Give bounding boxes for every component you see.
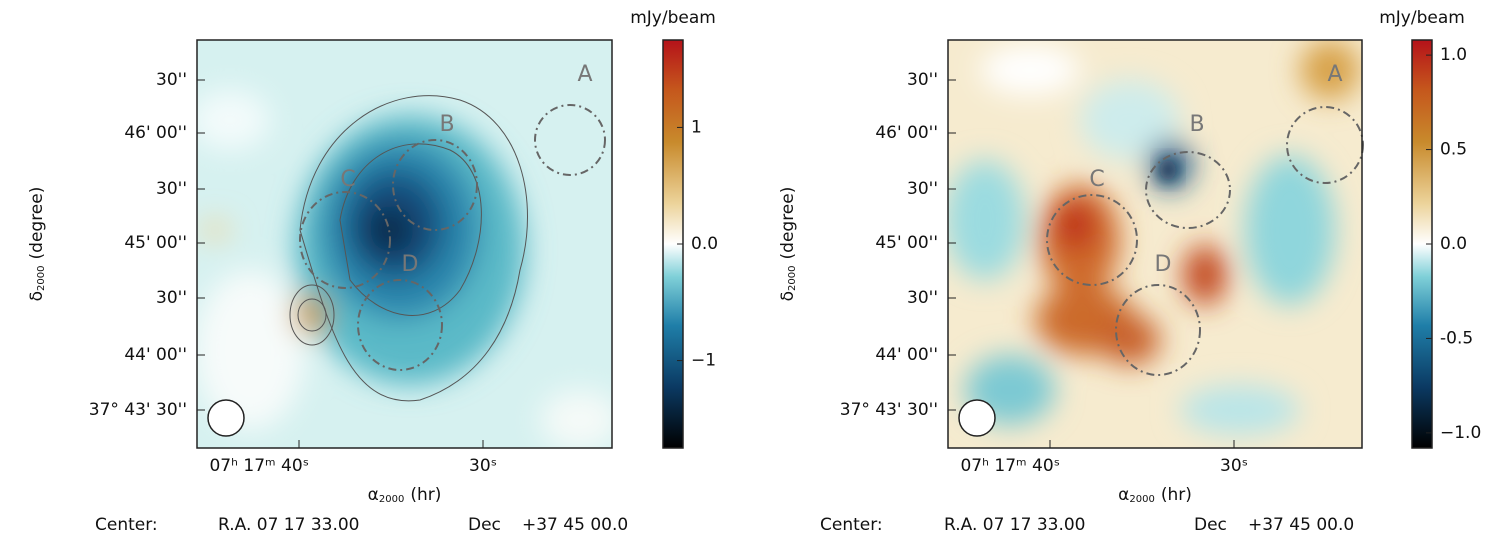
axis-label-part: (hr) bbox=[1161, 485, 1192, 505]
y-tick-label: 30'' bbox=[907, 70, 938, 90]
beam bbox=[958, 399, 996, 437]
region-circle bbox=[392, 139, 478, 231]
colorbar-label: mJy/beam bbox=[1379, 8, 1465, 28]
colorbar-tick-label: −1.0 bbox=[1440, 423, 1481, 443]
axis-label-part: α bbox=[368, 485, 379, 505]
region-circle bbox=[534, 104, 606, 176]
region-circle bbox=[1145, 151, 1231, 229]
y-tick-label: 30'' bbox=[907, 179, 938, 199]
region-label: C bbox=[1089, 167, 1104, 192]
footer-text: Center: bbox=[820, 515, 883, 535]
map-frame bbox=[947, 39, 1363, 449]
beam bbox=[207, 399, 245, 437]
axis-label-part: α bbox=[1118, 485, 1129, 505]
colorbar-tick-label: 0.5 bbox=[1440, 140, 1467, 160]
axis-label-part: 2000 bbox=[1129, 494, 1154, 505]
map-frame bbox=[196, 39, 613, 449]
region-circle bbox=[299, 191, 391, 289]
x-tick-label: 07ʰ 17ᵐ 40ˢ bbox=[960, 456, 1060, 476]
y-tick-label: 45' 00'' bbox=[124, 233, 187, 253]
x-axis-label: α2000 (hr) bbox=[1118, 485, 1192, 505]
axis-label-part: (hr) bbox=[410, 485, 441, 505]
y-tick-label: 46' 00'' bbox=[124, 123, 187, 143]
region-label: B bbox=[439, 112, 454, 137]
region-label: D bbox=[402, 252, 419, 277]
x-axis-label: α2000 (hr) bbox=[368, 485, 442, 505]
y-tick-label: 44' 00'' bbox=[124, 345, 187, 365]
footer-text: Dec bbox=[1194, 515, 1227, 535]
map-image bbox=[197, 40, 612, 448]
y-tick-label: 30'' bbox=[156, 70, 187, 90]
x-tick-label: 30ˢ bbox=[1220, 456, 1248, 476]
footer-text: Center: bbox=[95, 515, 158, 535]
colorbar-tick-label: 0.0 bbox=[691, 234, 718, 254]
y-tick-label: 46' 00'' bbox=[875, 123, 938, 143]
region-label: A bbox=[1327, 62, 1342, 87]
colorbar-tick-label: 1.0 bbox=[1440, 45, 1467, 65]
colorbar-label: mJy/beam bbox=[630, 8, 716, 28]
axis-label-part: δ bbox=[27, 291, 47, 301]
region-circle bbox=[1115, 284, 1201, 376]
footer-text: R.A. 07 17 33.00 bbox=[218, 515, 360, 535]
region-circle bbox=[1286, 106, 1364, 184]
x-tick-label: 07ʰ 17ᵐ 40ˢ bbox=[209, 456, 309, 476]
footer-text: +37 45 00.0 bbox=[1248, 515, 1354, 535]
y-tick-label: 45' 00'' bbox=[875, 233, 938, 253]
colorbar-tick-label: −1 bbox=[691, 351, 716, 371]
y-tick-label: 30'' bbox=[156, 288, 187, 308]
axis-label-part: (degree) bbox=[27, 187, 47, 260]
colorbar-tick-label: 1 bbox=[691, 117, 702, 137]
axis-label-part: 2000 bbox=[379, 494, 404, 505]
y-tick-label: 37° 43' 30'' bbox=[89, 400, 187, 420]
region-label: A bbox=[577, 62, 592, 87]
region-label: B bbox=[1189, 112, 1204, 137]
axis-label-part: δ bbox=[778, 291, 798, 301]
footer-text: Dec bbox=[468, 515, 501, 535]
footer-text: +37 45 00.0 bbox=[522, 515, 628, 535]
axis-label-part: (degree) bbox=[778, 187, 798, 260]
y-tick-label: 30'' bbox=[907, 288, 938, 308]
colorbar-tick-label: 0.0 bbox=[1440, 234, 1467, 254]
colorbar-tick-label: -0.5 bbox=[1440, 328, 1473, 348]
region-label: D bbox=[1155, 252, 1172, 277]
axis-label-part: 2000 bbox=[787, 265, 798, 290]
x-tick-label: 30ˢ bbox=[469, 456, 497, 476]
y-axis-label: δ2000 (degree) bbox=[778, 187, 798, 302]
region-label: C bbox=[340, 167, 355, 192]
region-circle bbox=[1046, 194, 1138, 286]
footer-text: R.A. 07 17 33.00 bbox=[944, 515, 1086, 535]
axis-label-part: 2000 bbox=[36, 265, 47, 290]
y-tick-label: 30'' bbox=[156, 179, 187, 199]
region-circle bbox=[357, 279, 443, 371]
y-tick-label: 37° 43' 30'' bbox=[840, 400, 938, 420]
map-image bbox=[948, 40, 1362, 448]
y-tick-label: 44' 00'' bbox=[875, 345, 938, 365]
y-axis-label: δ2000 (degree) bbox=[27, 187, 47, 302]
